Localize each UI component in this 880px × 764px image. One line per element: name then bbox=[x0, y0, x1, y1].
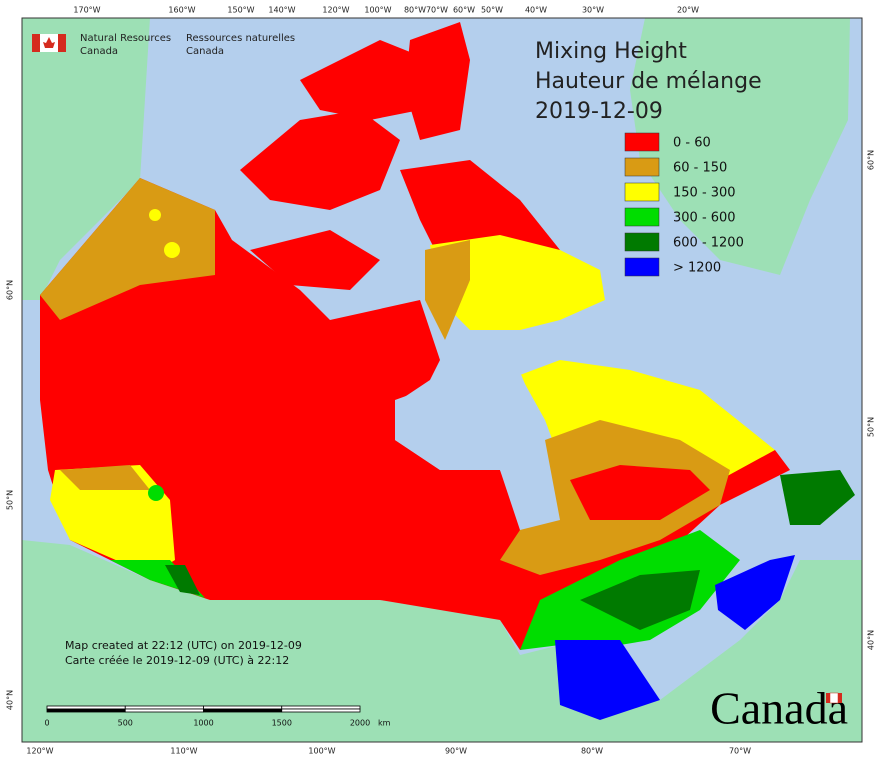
lon-label: 170°W bbox=[73, 6, 100, 15]
lon-label: 20°W bbox=[677, 6, 699, 15]
scale-label: 1500 bbox=[272, 719, 292, 728]
wordmark-flag bbox=[829, 692, 839, 704]
scale-segment bbox=[46, 708, 126, 713]
lon-label: 70°W bbox=[729, 747, 751, 756]
zone-spot bbox=[164, 242, 180, 258]
legend-label: 150 - 300 bbox=[673, 186, 736, 201]
alaska bbox=[22, 18, 150, 300]
greenland bbox=[630, 18, 850, 275]
scale-label: 0 bbox=[44, 719, 49, 728]
lon-label: 150°W bbox=[227, 6, 254, 15]
scale-segment bbox=[281, 705, 361, 710]
scale-segment bbox=[124, 708, 204, 713]
flag-bar bbox=[32, 34, 40, 52]
lon-label: 80°W bbox=[581, 747, 603, 756]
legend-swatch bbox=[624, 182, 660, 202]
victoria-island bbox=[250, 230, 380, 290]
ellesmere bbox=[405, 22, 470, 140]
legend-swatch bbox=[624, 257, 660, 277]
scale-segment bbox=[203, 708, 283, 713]
scale-segment bbox=[46, 705, 126, 710]
lat-label: 60°N bbox=[6, 280, 15, 300]
zone-spot bbox=[149, 209, 161, 221]
org-en: Canada bbox=[80, 46, 118, 57]
wordmark-flag bbox=[826, 693, 830, 703]
lon-label: 90°W bbox=[445, 747, 467, 756]
zone-east-dark bbox=[580, 570, 700, 630]
scale-unit: km bbox=[378, 719, 391, 728]
zone-newfoundland bbox=[780, 470, 855, 525]
zone-spot bbox=[148, 485, 164, 501]
zone-baffin-west bbox=[425, 240, 470, 340]
scale-segment bbox=[203, 705, 283, 710]
lon-label: 100°W bbox=[308, 747, 335, 756]
flag-bar bbox=[58, 34, 66, 52]
zone-bc bbox=[50, 465, 175, 575]
scale-segment bbox=[124, 705, 204, 710]
legend-label: > 1200 bbox=[673, 261, 721, 276]
zone-bc-north bbox=[60, 465, 150, 490]
lon-label: 140°W bbox=[268, 6, 295, 15]
zone-yukon bbox=[40, 178, 215, 320]
legend-swatch bbox=[624, 232, 660, 252]
zone-ontario-blue bbox=[555, 640, 660, 720]
zone-bc-dark bbox=[165, 565, 200, 595]
lon-label: 160°W bbox=[168, 6, 195, 15]
title: Mixing Height bbox=[535, 39, 687, 64]
flag-leaf bbox=[43, 37, 55, 48]
lon-label: 100°W bbox=[364, 6, 391, 15]
lon-label: 110°W bbox=[170, 747, 197, 756]
wordmark: Canada bbox=[710, 683, 848, 734]
frame bbox=[21, 17, 863, 743]
lat-label: 40°N bbox=[867, 630, 876, 650]
lon-label: 70°W bbox=[426, 6, 448, 15]
zone-quebec-red bbox=[570, 465, 710, 520]
legend-label: 60 - 150 bbox=[673, 161, 727, 176]
lon-label: 50°W bbox=[481, 6, 503, 15]
hudson-bay bbox=[395, 372, 545, 520]
lat-label: 60°N bbox=[867, 150, 876, 170]
lon-label: 120°W bbox=[26, 747, 53, 756]
lat-label: 50°N bbox=[6, 490, 15, 510]
legend-swatch bbox=[624, 207, 660, 227]
wordmark-flag bbox=[838, 693, 842, 703]
legend-swatch bbox=[624, 132, 660, 152]
arctic-island bbox=[300, 40, 430, 120]
date: 2019-12-09 bbox=[535, 99, 663, 124]
lon-label: 60°W bbox=[453, 6, 475, 15]
scale-label: 1000 bbox=[193, 719, 213, 728]
org-fr: Ressources naturelles bbox=[186, 33, 295, 44]
lat-label: 50°N bbox=[867, 417, 876, 437]
zone-maritimes bbox=[715, 555, 795, 630]
scale-label: 500 bbox=[118, 719, 133, 728]
legend-swatch bbox=[624, 157, 660, 177]
legend-label: 600 - 1200 bbox=[673, 236, 744, 251]
lon-label: 80°W bbox=[404, 6, 426, 15]
legend-label: 300 - 600 bbox=[673, 211, 736, 226]
lon-label: 40°W bbox=[525, 6, 547, 15]
zone-baffin-south bbox=[430, 235, 605, 330]
arctic-island bbox=[240, 110, 400, 210]
title: Hauteur de mélange bbox=[535, 69, 762, 94]
scale-label: 2000 bbox=[350, 719, 370, 728]
lon-label: 30°W bbox=[582, 6, 604, 15]
legend-label: 0 - 60 bbox=[673, 136, 711, 151]
note: Map created at 22:12 (UTC) on 2019-12-09 bbox=[65, 639, 302, 652]
org-fr: Canada bbox=[186, 46, 224, 57]
lon-label: 120°W bbox=[322, 6, 349, 15]
lat-label: 40°N bbox=[6, 690, 15, 710]
scale-segment bbox=[281, 708, 361, 713]
org-en: Natural Resources bbox=[80, 33, 171, 44]
note: Carte créée le 2019-12-09 (UTC) à 22:12 bbox=[65, 654, 289, 667]
